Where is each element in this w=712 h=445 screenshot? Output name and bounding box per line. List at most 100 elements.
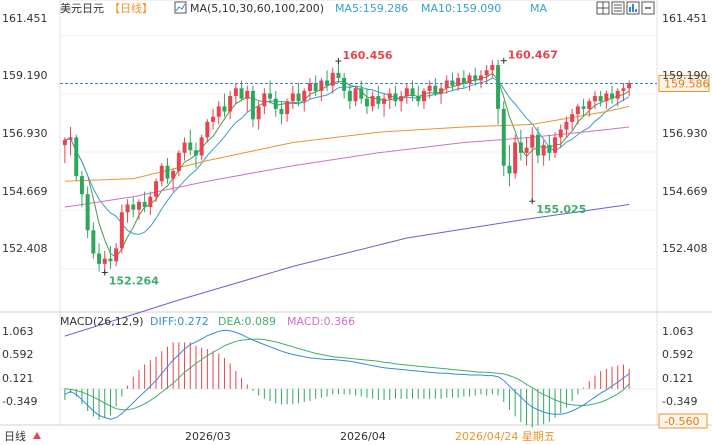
- macd-tick-0: 1.063: [662, 325, 694, 338]
- candle-body: [262, 93, 267, 107]
- macd-dea-value: DEA:0.089: [218, 315, 276, 328]
- candle-body: [97, 253, 102, 264]
- price-tick-0: 161.451: [662, 12, 708, 25]
- macd-plot: [60, 329, 657, 428]
- price-annotations: 160.456 160.467 155.025 152.264: [101, 49, 586, 288]
- candle-body: [592, 96, 597, 102]
- macd-tick-left-2: 0.121: [2, 372, 34, 385]
- gridlines: [60, 34, 657, 270]
- macd-hist-value: MACD:0.366: [287, 315, 355, 328]
- candle-body: [524, 147, 529, 153]
- candle-body: [290, 93, 295, 102]
- candle-body: [313, 83, 318, 91]
- candle-body: [439, 88, 444, 94]
- candle-body: [376, 96, 381, 104]
- candle-body: [211, 116, 216, 122]
- candle-body: [564, 121, 569, 130]
- ma100-line: [64, 204, 630, 337]
- macd-pane: [59, 311, 658, 426]
- date-label-1: 2026/03: [185, 430, 231, 443]
- zoom-out-icon[interactable]: [641, 1, 655, 15]
- candle-body: [239, 88, 244, 99]
- candle-body: [404, 88, 409, 97]
- candle-body: [296, 93, 301, 102]
- symbol-title: 美元日元: [60, 2, 104, 15]
- candle-body: [359, 88, 364, 99]
- candle-body: [478, 75, 483, 81]
- price-tick-4: 152.408: [662, 242, 708, 255]
- price-tick-left-1: 159.190: [2, 69, 48, 82]
- candle-body: [490, 65, 495, 71]
- candle-body: [268, 93, 273, 99]
- candle-body: [535, 134, 540, 156]
- candle-body: [250, 90, 255, 120]
- current-price-label: 159.586: [664, 77, 710, 90]
- candle-body: [575, 106, 580, 115]
- candle-body: [182, 142, 187, 153]
- candle-body: [245, 90, 250, 99]
- candle-body: [108, 258, 113, 262]
- ma5-value: MA5:159.286: [335, 2, 408, 15]
- candle-body: [342, 77, 347, 91]
- candle-body: [159, 165, 164, 182]
- annotation-label: 160.467: [508, 49, 558, 62]
- annotation-label: 152.264: [109, 275, 159, 288]
- candle-body: [621, 88, 626, 91]
- candle-body: [541, 145, 546, 156]
- macd-diff-line: [64, 329, 630, 420]
- ma10-value: MA10:159.090: [421, 2, 501, 15]
- candle-body: [382, 98, 387, 104]
- candle-body: [484, 70, 489, 76]
- candle-body: [68, 137, 73, 140]
- candle-body: [581, 106, 586, 109]
- candle-body: [421, 90, 426, 102]
- macd-tick-2: 0.121: [662, 372, 694, 385]
- candle-body: [393, 93, 398, 102]
- candle-body: [102, 258, 107, 264]
- candle-body: [416, 96, 421, 102]
- macd-min-badge: [658, 413, 708, 429]
- candle-body: [302, 90, 307, 102]
- candle-body: [79, 176, 84, 195]
- candle-body: [119, 212, 124, 249]
- macd-tick-left-0: 1.063: [2, 325, 34, 338]
- ma-settings-icon[interactable]: [174, 1, 187, 14]
- macd-dea-line: [64, 338, 630, 411]
- candle-body: [136, 201, 141, 210]
- chart-icon[interactable]: [626, 1, 640, 15]
- macd-diff-value: DIFF:0.272: [150, 315, 209, 328]
- list-icon[interactable]: [611, 1, 625, 15]
- candle-body: [176, 152, 181, 171]
- grid-icon[interactable]: [596, 1, 610, 15]
- candle-body: [370, 96, 375, 107]
- candle-body: [131, 204, 136, 210]
- macd-tick-3: -0.349: [662, 395, 697, 408]
- candle-body: [74, 137, 79, 177]
- ma-params-label[interactable]: MA(5,10,30,60,100,200): [190, 2, 324, 15]
- candle-body: [547, 145, 552, 153]
- candle-body: [456, 77, 461, 86]
- macd-title[interactable]: MACD(26,12,9): [60, 315, 144, 328]
- candle-body: [353, 88, 358, 102]
- price-tick-1: 159.190: [662, 69, 708, 82]
- annotation-label: 160.456: [342, 49, 392, 62]
- candle-body: [473, 75, 478, 81]
- candle-body: [387, 93, 392, 99]
- candle-body: [228, 96, 233, 112]
- candle-body: [598, 96, 603, 102]
- candle-body: [513, 142, 518, 174]
- candle-body: [205, 121, 210, 138]
- candle-body: [273, 98, 278, 109]
- candle-body: [530, 134, 535, 148]
- candle-body: [467, 75, 472, 84]
- candle-body: [347, 90, 352, 102]
- period-label[interactable]: 【日线】: [109, 1, 153, 15]
- ma30-line: [64, 105, 630, 182]
- candle-body: [199, 137, 204, 156]
- candle-body: [433, 85, 438, 94]
- candle-body: [553, 137, 558, 153]
- footer-period[interactable]: 日线: [4, 429, 26, 443]
- candle-body: [518, 142, 523, 153]
